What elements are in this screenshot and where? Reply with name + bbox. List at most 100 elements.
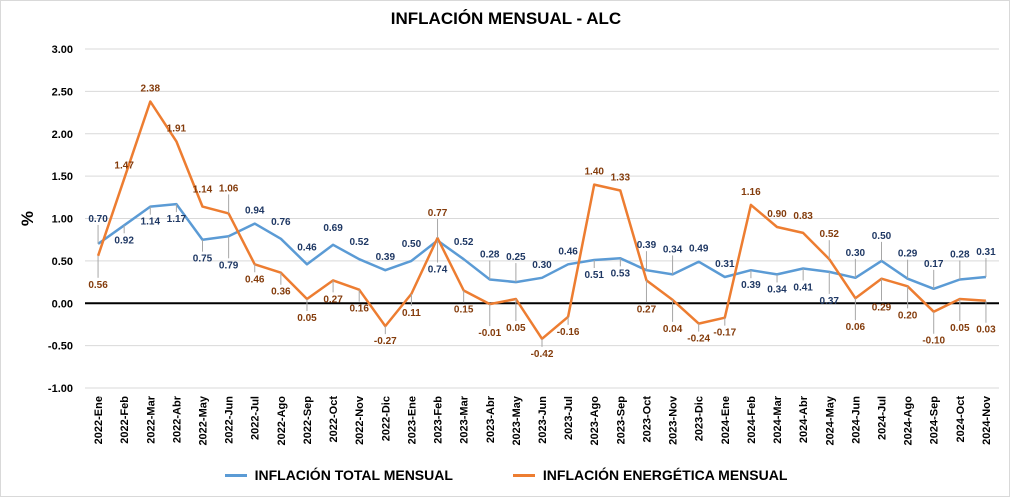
data-label-total: 0.50	[402, 239, 422, 250]
x-tick-label: 2022-Ago	[276, 396, 288, 446]
data-label-energy: 0.83	[793, 211, 813, 222]
x-tick-label: 2024-Ene	[720, 396, 732, 444]
y-tick-label: -1.00	[48, 383, 73, 395]
x-tick-label: 2024-Feb	[746, 396, 758, 444]
x-tick-label: 2024-Jul	[876, 396, 888, 440]
data-label-total: 0.70	[88, 214, 108, 225]
legend-item-energy: INFLACIÓN ENERGÉTICA MENSUAL	[512, 467, 788, 483]
x-tick-label: 2024-Ago	[903, 396, 915, 446]
x-tick-label: 2024-Nov	[981, 395, 993, 445]
data-label-total: 0.39	[376, 252, 396, 263]
data-label-energy: 0.90	[767, 209, 787, 220]
y-axis-title: %	[18, 211, 37, 226]
x-tick-label: 2023-Jun	[537, 396, 549, 444]
data-label-energy: 0.36	[271, 287, 291, 298]
data-label-total: 0.76	[271, 217, 291, 228]
data-label-energy: -0.10	[922, 336, 945, 347]
data-label-total: 0.39	[741, 280, 761, 291]
data-label-total: 0.37	[820, 296, 840, 307]
data-label-energy: 0.56	[88, 280, 108, 291]
data-label-energy: 0.27	[637, 304, 657, 315]
data-label-energy: 1.40	[584, 167, 604, 178]
x-tick-label: 2024-Mar	[772, 395, 784, 443]
data-label-energy: -0.01	[478, 328, 501, 339]
data-label-total: 0.79	[219, 260, 239, 271]
data-label-total: 0.29	[898, 249, 918, 260]
x-tick-label: 2023-Mar	[459, 395, 471, 443]
data-label-total: 0.17	[924, 259, 944, 270]
data-label-total: 0.46	[297, 242, 317, 253]
x-tick-label: 2023-Abr	[485, 395, 497, 443]
x-tick-label: 2023-Ene	[406, 396, 418, 444]
data-label-total: 0.50	[872, 231, 892, 242]
data-label-energy: 0.15	[454, 305, 474, 316]
y-tick-label: 0.50	[52, 256, 73, 268]
x-tick-label: 2023-Oct	[641, 396, 653, 443]
data-label-energy: 0.46	[245, 274, 265, 285]
data-label-energy: 0.20	[898, 310, 918, 321]
x-tick-label: 2023-Jul	[563, 396, 575, 440]
data-label-energy: -0.42	[531, 349, 554, 360]
data-label-energy: -0.24	[687, 334, 710, 345]
data-label-energy: 1.16	[741, 187, 761, 198]
chart-title: INFLACIÓN MENSUAL - ALC	[390, 9, 622, 28]
y-tick-label: 0.00	[52, 298, 73, 310]
x-tick-label: 2023-Feb	[433, 396, 445, 444]
data-label-energy: 0.06	[846, 322, 866, 333]
data-label-total: 0.75	[193, 254, 213, 265]
data-label-energy: 1.14	[193, 185, 213, 196]
x-tick-label: 2023-Ago	[589, 396, 601, 446]
data-label-energy: 1.06	[219, 183, 239, 194]
data-label-total: 0.52	[349, 237, 369, 248]
y-tick-label: -0.50	[48, 341, 73, 353]
data-label-energy: 0.03	[976, 325, 996, 336]
x-tick-label: 2024-May	[824, 395, 836, 445]
legend-swatch-energy	[512, 473, 535, 477]
x-tick-label: 2022-Oct	[328, 396, 340, 443]
data-label-energy: 0.16	[349, 304, 369, 315]
x-tick-label: 2022-Ene	[93, 396, 105, 444]
data-label-energy: -0.16	[557, 327, 580, 338]
y-tick-label: 3.00	[52, 44, 73, 56]
data-label-energy: 0.04	[663, 324, 683, 335]
x-tick-label: 2024-Jun	[850, 396, 862, 444]
data-label-energy: 1.91	[167, 123, 187, 134]
data-label-total: 0.28	[950, 250, 970, 261]
data-label-total: 1.14	[141, 217, 161, 228]
data-label-energy: 0.05	[297, 313, 317, 324]
x-tick-label: 2022-May	[198, 395, 210, 445]
data-label-energy: 0.27	[323, 294, 343, 305]
data-label-total: 0.46	[558, 246, 578, 257]
data-label-total: 1.17	[167, 214, 187, 225]
x-tick-label: 2022-Mar	[145, 395, 157, 443]
data-label-total: 0.30	[846, 248, 866, 259]
data-label-energy: -0.27	[374, 336, 397, 347]
data-label-total: 0.94	[245, 206, 265, 217]
data-label-total: 0.28	[480, 250, 500, 261]
x-tick-label: 2024-Oct	[955, 396, 967, 443]
data-label-energy: 0.11	[402, 308, 421, 319]
legend-item-total: INFLACIÓN TOTAL MENSUAL	[224, 467, 453, 483]
y-tick-label: 2.00	[52, 129, 73, 141]
x-tick-label: 2023-May	[511, 395, 523, 445]
data-label-total: 0.41	[793, 283, 813, 294]
x-tick-label: 2024-Abr	[798, 395, 810, 443]
legend-swatch-total	[224, 473, 247, 477]
legend: INFLACIÓN TOTAL MENSUAL INFLACIÓN ENERGÉ…	[1, 467, 1010, 483]
data-label-energy: -0.17	[713, 328, 736, 339]
data-label-energy: 0.52	[820, 229, 840, 240]
data-label-total: 0.25	[506, 252, 526, 263]
y-tick-label: 1.50	[52, 171, 73, 183]
legend-label-energy: INFLACIÓN ENERGÉTICA MENSUAL	[542, 467, 788, 483]
legend-label-total: INFLACIÓN TOTAL MENSUAL	[254, 467, 453, 483]
data-label-total: 0.92	[114, 235, 134, 246]
data-label-total: 0.31	[976, 247, 996, 258]
data-label-energy: 0.77	[428, 208, 448, 219]
x-tick-label: 2023-Dic	[694, 396, 706, 441]
data-label-total: 0.34	[663, 244, 683, 255]
data-label-energy: 0.05	[506, 323, 526, 334]
data-label-energy: 2.38	[141, 84, 161, 95]
data-label-total: 0.53	[611, 268, 631, 279]
